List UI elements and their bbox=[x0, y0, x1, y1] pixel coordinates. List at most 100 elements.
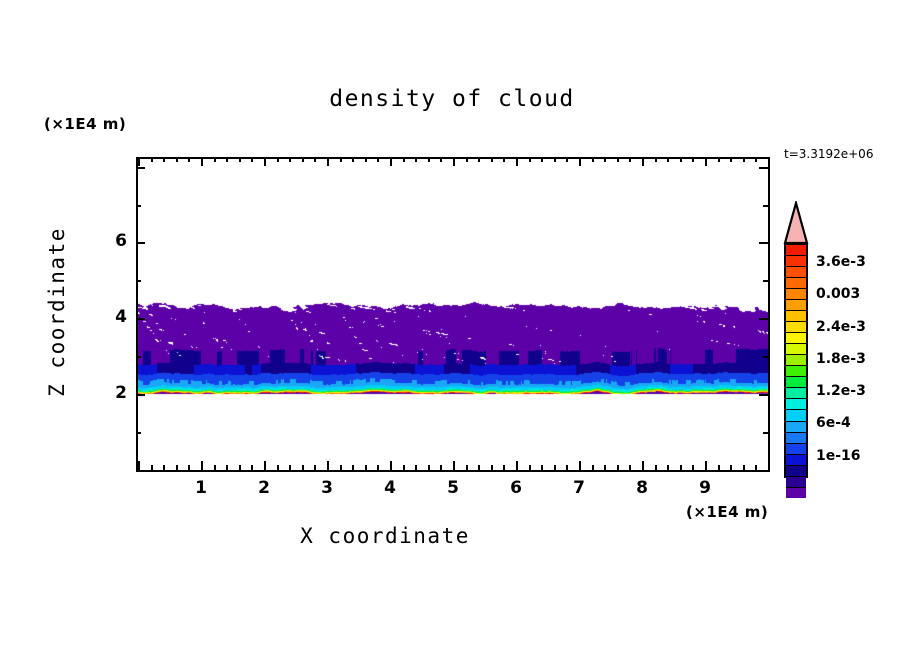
x-minor-tick bbox=[440, 465, 442, 470]
x-minor-tick bbox=[617, 465, 619, 470]
x-tick-label: 7 bbox=[573, 478, 585, 498]
y-minor-tick bbox=[136, 205, 141, 207]
y-minor-tick-right bbox=[763, 280, 768, 282]
x-minor-tick-top bbox=[592, 157, 594, 162]
x-major-tick-top bbox=[138, 157, 140, 166]
x-tick-label: 2 bbox=[258, 478, 270, 498]
y-major-tick-right bbox=[759, 318, 768, 320]
colorbar-band bbox=[786, 289, 806, 301]
x-minor-tick bbox=[667, 465, 669, 470]
x-major-tick bbox=[453, 461, 455, 470]
x-minor-tick bbox=[176, 465, 178, 470]
x-minor-tick bbox=[352, 465, 354, 470]
colorbar-band bbox=[786, 388, 806, 400]
y-major-tick bbox=[136, 242, 145, 244]
x-tick-label: 9 bbox=[699, 478, 711, 498]
page-title: density of cloud bbox=[329, 86, 575, 112]
x-minor-tick-top bbox=[617, 157, 619, 162]
colorbar-label: 6e-4 bbox=[816, 415, 851, 432]
colorbar-band bbox=[786, 399, 806, 411]
x-minor-tick-top bbox=[554, 157, 556, 162]
x-minor-tick bbox=[503, 465, 505, 470]
y-minor-tick bbox=[136, 470, 141, 472]
x-minor-tick bbox=[188, 465, 190, 470]
colorbar-band bbox=[786, 410, 806, 422]
contour-field bbox=[138, 159, 768, 470]
colorbar-label: 3.6e-3 bbox=[816, 254, 866, 270]
x-minor-tick bbox=[377, 465, 379, 470]
x-minor-tick bbox=[239, 465, 241, 470]
x-minor-tick-top bbox=[541, 157, 543, 162]
y-axis-unit-label: (×1E4 m) bbox=[44, 115, 127, 133]
x-major-tick-top bbox=[201, 157, 203, 166]
y-minor-tick bbox=[136, 356, 141, 358]
x-minor-tick bbox=[491, 465, 493, 470]
x-minor-tick-top bbox=[188, 157, 190, 162]
colorbar-band bbox=[786, 344, 806, 356]
x-minor-tick-top bbox=[629, 157, 631, 162]
x-minor-tick-top bbox=[302, 157, 304, 162]
x-minor-tick bbox=[730, 465, 732, 470]
x-tick-label: 6 bbox=[510, 478, 522, 498]
time-annotation: t=3.3192e+06 bbox=[784, 147, 874, 161]
y-minor-tick-right bbox=[763, 205, 768, 207]
x-major-tick bbox=[264, 461, 266, 470]
x-minor-tick bbox=[755, 465, 757, 470]
colorbar bbox=[784, 243, 808, 498]
colorbar-band bbox=[786, 443, 806, 455]
colorbar-band bbox=[786, 333, 806, 345]
y-major-tick bbox=[136, 167, 145, 169]
x-minor-tick-top bbox=[226, 157, 228, 162]
x-minor-tick-top bbox=[478, 157, 480, 162]
x-minor-tick-top bbox=[466, 157, 468, 162]
x-minor-tick-top bbox=[428, 157, 430, 162]
x-minor-tick-top bbox=[718, 157, 720, 162]
x-major-tick-top bbox=[264, 157, 266, 166]
x-tick-label: 3 bbox=[321, 478, 333, 498]
y-major-tick-right bbox=[759, 394, 768, 396]
x-minor-tick bbox=[226, 465, 228, 470]
x-minor-tick-top bbox=[529, 157, 531, 162]
y-major-tick bbox=[136, 394, 145, 396]
x-minor-tick bbox=[163, 465, 165, 470]
x-minor-tick bbox=[340, 465, 342, 470]
x-major-tick-top bbox=[579, 157, 581, 166]
x-minor-tick-top bbox=[655, 157, 657, 162]
x-minor-tick-top bbox=[277, 157, 279, 162]
x-minor-tick bbox=[554, 465, 556, 470]
colorbar-band bbox=[786, 366, 806, 378]
x-minor-tick-top bbox=[755, 157, 757, 162]
x-minor-tick bbox=[403, 465, 405, 470]
x-major-tick bbox=[516, 461, 518, 470]
colorbar-label: 1e-16 bbox=[816, 447, 861, 464]
colorbar-band bbox=[786, 476, 806, 488]
x-major-tick-top bbox=[516, 157, 518, 166]
colorbar-band bbox=[786, 432, 806, 444]
x-major-tick-top bbox=[390, 157, 392, 166]
colorbar-band bbox=[786, 311, 806, 323]
y-axis-title: Z coordinate bbox=[45, 227, 69, 397]
x-major-tick-top bbox=[768, 157, 770, 166]
x-minor-tick-top bbox=[566, 157, 568, 162]
x-minor-tick-top bbox=[692, 157, 694, 162]
x-minor-tick bbox=[743, 465, 745, 470]
x-minor-tick bbox=[214, 465, 216, 470]
y-tick-label: 2 bbox=[115, 383, 127, 404]
x-major-tick bbox=[579, 461, 581, 470]
y-major-tick bbox=[136, 318, 145, 320]
x-minor-tick-top bbox=[743, 157, 745, 162]
x-major-tick bbox=[705, 461, 707, 470]
x-major-tick-top bbox=[453, 157, 455, 166]
x-minor-tick bbox=[566, 465, 568, 470]
colorbar-band bbox=[786, 421, 806, 433]
x-minor-tick-top bbox=[377, 157, 379, 162]
colorbar-label: 1.8e-3 bbox=[816, 350, 866, 367]
x-minor-tick-top bbox=[251, 157, 253, 162]
y-minor-tick-right bbox=[763, 356, 768, 358]
colorbar-label: 1.2e-3 bbox=[816, 383, 866, 400]
y-major-tick-right bbox=[759, 242, 768, 244]
x-minor-tick-top bbox=[314, 157, 316, 162]
x-minor-tick bbox=[629, 465, 631, 470]
plot-area bbox=[136, 157, 770, 472]
x-minor-tick-top bbox=[151, 157, 153, 162]
